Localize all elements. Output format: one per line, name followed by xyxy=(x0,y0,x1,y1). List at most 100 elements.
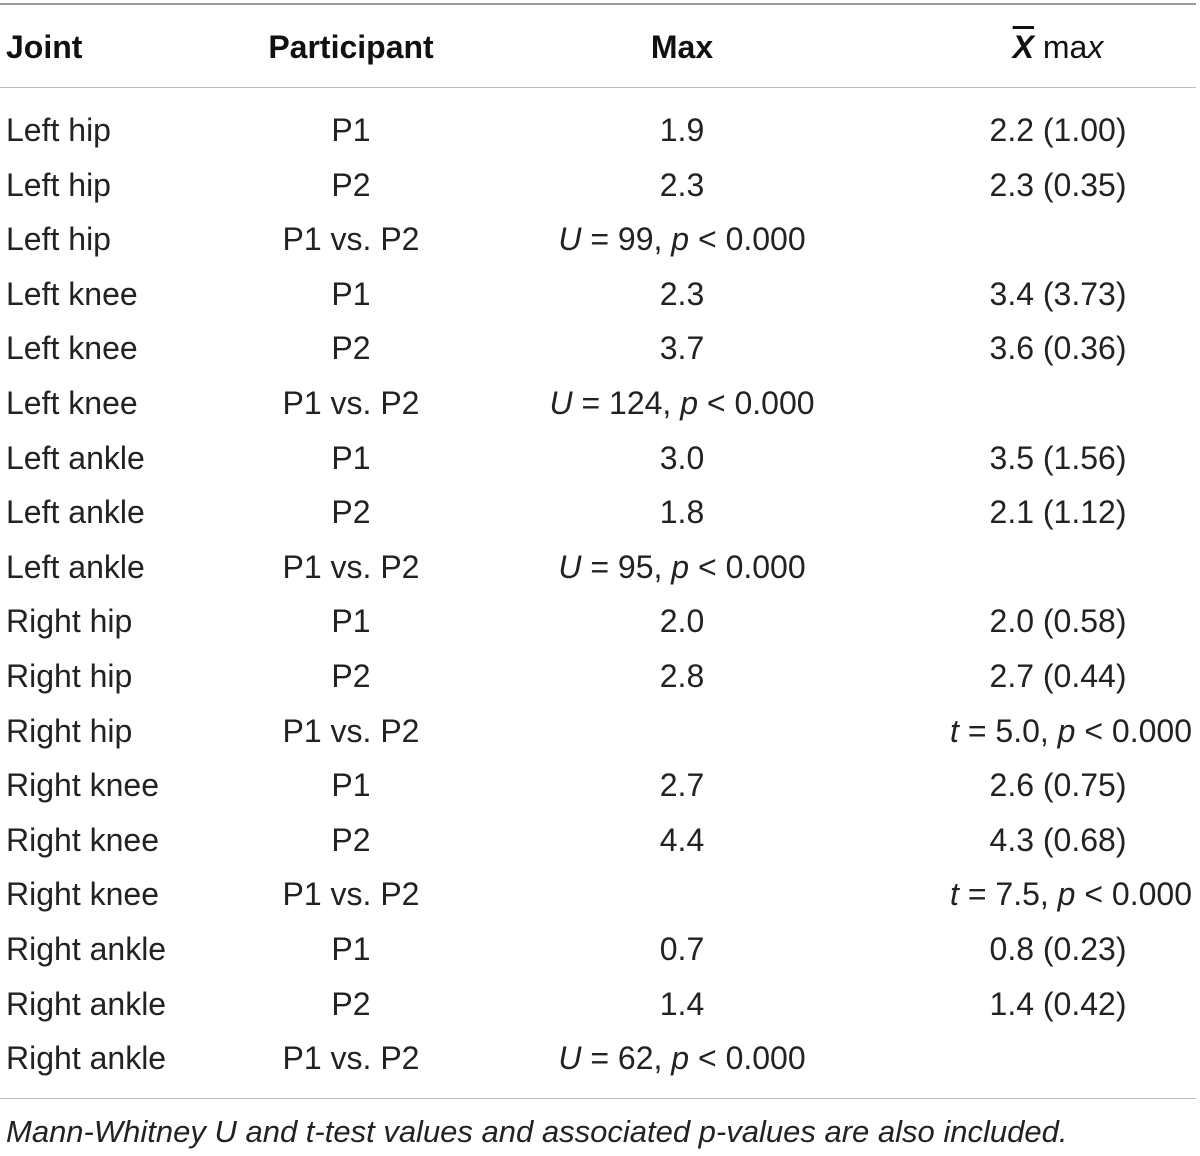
stat-p: p xyxy=(1057,713,1076,749)
table-row: Left hip P2 2.3 2.3 (0.35) xyxy=(0,160,1200,210)
cell-max: 2.0 xyxy=(659,603,705,639)
table-top-rule xyxy=(0,3,1196,5)
cell-joint: Right ankle xyxy=(6,986,167,1022)
cell-mean-max: 3.6 (0.36) xyxy=(989,330,1127,366)
cell-max: 3.7 xyxy=(659,330,705,366)
cell-participant: P2 xyxy=(331,330,371,366)
stat-p: p xyxy=(680,385,698,421)
stat-sym: t xyxy=(950,713,959,749)
cell-joint: Right ankle xyxy=(6,931,167,967)
table-row: Left knee P2 3.7 3.6 (0.36) xyxy=(0,323,1200,373)
cell-participant: P1 xyxy=(331,603,371,639)
cell-participant: P2 xyxy=(331,167,371,203)
cell-mean-max: 2.6 (0.75) xyxy=(989,767,1127,803)
cell-max: 0.7 xyxy=(659,931,705,967)
cell-max: 1.8 xyxy=(659,494,705,530)
cell-participant: P1 vs. P2 xyxy=(282,713,420,749)
cell-joint: Right hip xyxy=(6,603,133,639)
table-header-rule xyxy=(0,87,1196,88)
header-mean-max-suffix-a: ma xyxy=(1034,29,1088,65)
stat-tail: < 0.000 xyxy=(1075,876,1192,912)
stat-sym: U xyxy=(558,1040,582,1076)
stat-sym: t xyxy=(950,876,959,912)
cell-participant: P1 xyxy=(331,767,371,803)
cell-test-statistic: U = 62, p < 0.000 xyxy=(558,1033,805,1083)
cell-joint: Right hip xyxy=(6,713,133,749)
cell-max: 1.4 xyxy=(659,986,705,1022)
header-mean-max: X max xyxy=(1013,22,1104,72)
stat-mid: = 124, xyxy=(572,385,681,421)
cell-joint: Left ankle xyxy=(6,440,145,476)
cell-max: 2.3 xyxy=(659,167,705,203)
table-header: Joint Participant Max X max xyxy=(0,22,1200,72)
table-bottom-rule xyxy=(0,1098,1196,1099)
stat-p: p xyxy=(1057,876,1076,912)
cell-participant: P1 vs. P2 xyxy=(282,221,420,257)
cell-test-statistic: U = 99, p < 0.000 xyxy=(558,214,805,264)
cell-participant: P1 vs. P2 xyxy=(282,385,420,421)
cell-max: 2.7 xyxy=(659,767,705,803)
table-row: Left knee P1 vs. P2 U = 124, p < 0.000 xyxy=(0,378,1200,428)
cell-joint: Left knee xyxy=(6,330,138,366)
table-row: Right hip P2 2.8 2.7 (0.44) xyxy=(0,651,1200,701)
cell-test-statistic: t = 5.0, p < 0.000 xyxy=(950,706,1192,756)
cell-mean-max: 2.7 (0.44) xyxy=(989,658,1127,694)
table-row: Left knee P1 2.3 3.4 (3.73) xyxy=(0,269,1200,319)
cell-max: 2.8 xyxy=(659,658,705,694)
cell-joint: Right ankle xyxy=(6,1040,167,1076)
stat-tail: < 0.000 xyxy=(1075,713,1192,749)
cell-joint: Left knee xyxy=(6,385,138,421)
table-row: Right ankle P1 0.7 0.8 (0.23) xyxy=(0,924,1200,974)
cell-test-statistic: U = 124, p < 0.000 xyxy=(549,378,814,428)
table-row: Right knee P1 2.7 2.6 (0.75) xyxy=(0,760,1200,810)
table-row: Right ankle P1 vs. P2 U = 62, p < 0.000 xyxy=(0,1033,1200,1083)
table-row: Right knee P2 4.4 4.3 (0.68) xyxy=(0,815,1200,865)
cell-participant: P1 vs. P2 xyxy=(282,1040,420,1076)
stat-p: p xyxy=(671,221,690,257)
cell-joint: Right knee xyxy=(6,767,159,803)
mean-symbol: X xyxy=(1012,29,1034,65)
cell-mean-max: 3.5 (1.56) xyxy=(989,440,1127,476)
cell-mean-max: 2.0 (0.58) xyxy=(989,603,1127,639)
table-row: Left hip P1 vs. P2 U = 99, p < 0.000 xyxy=(0,214,1200,264)
cell-joint: Left knee xyxy=(6,276,138,312)
stat-mid: = 5.0, xyxy=(958,713,1058,749)
cell-joint: Left ankle xyxy=(6,549,145,585)
header-joint: Joint xyxy=(6,29,83,65)
cell-participant: P2 xyxy=(331,494,371,530)
cell-participant: P2 xyxy=(331,986,371,1022)
table-row: Right ankle P2 1.4 1.4 (0.42) xyxy=(0,979,1200,1029)
cell-participant: P1 xyxy=(331,276,371,312)
cell-test-statistic: U = 95, p < 0.000 xyxy=(558,542,805,592)
cell-test-statistic: t = 7.5, p < 0.000 xyxy=(950,869,1192,919)
cell-max: 3.0 xyxy=(659,440,705,476)
stat-tail: < 0.000 xyxy=(698,385,815,421)
cell-participant: P1 xyxy=(331,931,371,967)
cell-participant: P1 xyxy=(331,112,371,148)
cell-mean-max: 0.8 (0.23) xyxy=(989,931,1127,967)
header-mean-max-suffix-b: x xyxy=(1087,29,1104,65)
table-row: Right hip P1 2.0 2.0 (0.58) xyxy=(0,596,1200,646)
header-max: Max xyxy=(650,29,714,65)
cell-participant: P2 xyxy=(331,822,371,858)
stat-sym: U xyxy=(558,221,582,257)
cell-joint: Left hip xyxy=(6,112,111,148)
cell-participant: P1 xyxy=(331,440,371,476)
stat-tail: < 0.000 xyxy=(689,549,806,585)
cell-joint: Right hip xyxy=(6,658,133,694)
cell-mean-max: 1.4 (0.42) xyxy=(989,986,1127,1022)
cell-mean-max: 2.2 (1.00) xyxy=(989,112,1127,148)
cell-participant: P2 xyxy=(331,658,371,694)
stat-sym: U xyxy=(558,549,582,585)
table-row: Right hip P1 vs. P2 t = 5.0, p < 0.000 xyxy=(0,706,1200,756)
cell-joint: Left hip xyxy=(6,167,111,203)
cell-mean-max: 2.3 (0.35) xyxy=(989,167,1127,203)
table-row: Right knee P1 vs. P2 t = 7.5, p < 0.000 xyxy=(0,869,1200,919)
stat-tail: < 0.000 xyxy=(689,1040,806,1076)
stat-mid: = 95, xyxy=(581,549,672,585)
cell-joint: Left hip xyxy=(6,221,111,257)
cell-participant: P1 vs. P2 xyxy=(282,549,420,585)
table-row: Left hip P1 1.9 2.2 (1.00) xyxy=(0,105,1200,155)
cell-mean-max: 2.1 (1.12) xyxy=(989,494,1127,530)
cell-max: 4.4 xyxy=(659,822,705,858)
